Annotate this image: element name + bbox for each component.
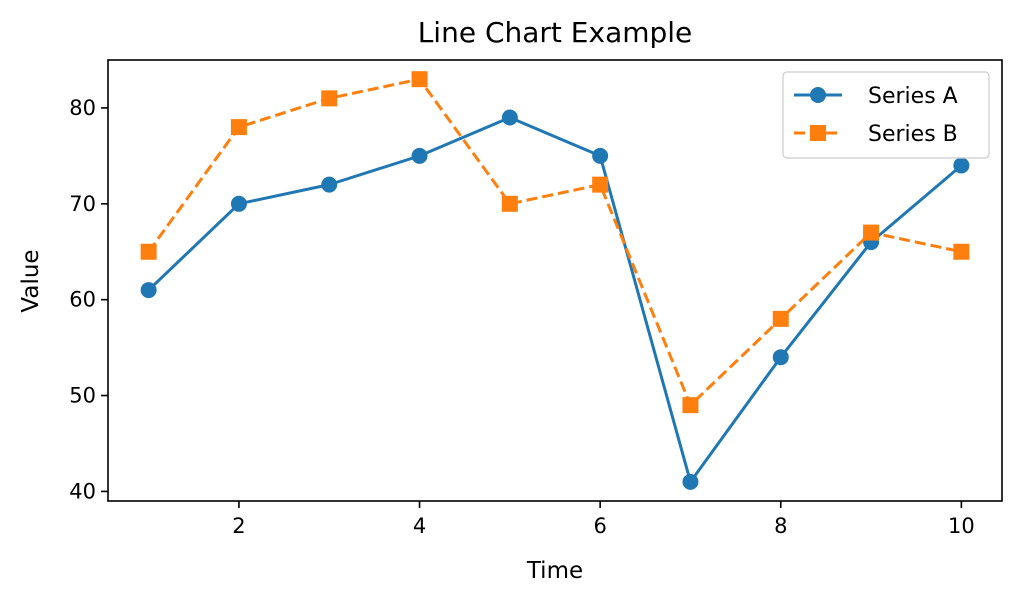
data-point-series-b: [772, 310, 789, 327]
series-line-series-a: [147, 116, 963, 484]
data-point-series-b: [863, 224, 880, 241]
data-point-series-a: [772, 349, 789, 366]
x-tick-label: 6: [593, 514, 606, 538]
data-point-series-a: [953, 157, 970, 174]
data-point-series-a: [411, 147, 428, 164]
data-point-series-b: [592, 176, 609, 193]
data-point-series-a: [321, 176, 338, 193]
y-tick-label: 80: [69, 96, 96, 120]
data-point-series-b: [140, 243, 157, 260]
data-point-series-a: [140, 282, 157, 299]
data-point-series-b: [321, 90, 338, 107]
series-layer: [140, 71, 970, 490]
chart-title: Line Chart Example: [418, 16, 693, 49]
legend-marker-series-b: [810, 125, 826, 141]
legend-label-series-a: Series A: [868, 84, 958, 109]
x-tick-label: 4: [413, 514, 426, 538]
data-point-series-b: [411, 71, 428, 88]
plot-frame: [107, 59, 1003, 502]
x-tick-label: 8: [774, 514, 787, 538]
y-tick-label: 50: [69, 384, 96, 408]
legend: Series A Series B: [782, 71, 990, 159]
data-point-series-a: [501, 109, 518, 126]
y-tick-label: 70: [69, 192, 96, 216]
data-point-series-a: [682, 473, 699, 490]
data-point-series-b: [682, 397, 699, 414]
plot-area: [107, 59, 1003, 502]
y-axis-label: Value: [18, 249, 44, 312]
legend-marker-series-a: [810, 87, 826, 103]
data-point-series-b: [501, 195, 518, 212]
x-tick-label: 2: [232, 514, 245, 538]
legend-label-series-b: Series B: [868, 122, 958, 147]
x-axis-label: Time: [526, 558, 583, 584]
y-tick-label: 60: [69, 288, 96, 312]
x-tick-label: 10: [948, 514, 975, 538]
x-axis-ticks: 2 4 6 8 10: [232, 501, 975, 538]
data-point-series-a: [230, 195, 247, 212]
series-line-series-b: [147, 77, 962, 407]
y-axis-ticks: 40 50 60 70 80: [69, 96, 108, 503]
y-tick-label: 40: [69, 479, 96, 503]
data-point-series-b: [953, 243, 970, 260]
data-point-series-a: [592, 147, 609, 164]
data-point-series-b: [230, 119, 247, 136]
